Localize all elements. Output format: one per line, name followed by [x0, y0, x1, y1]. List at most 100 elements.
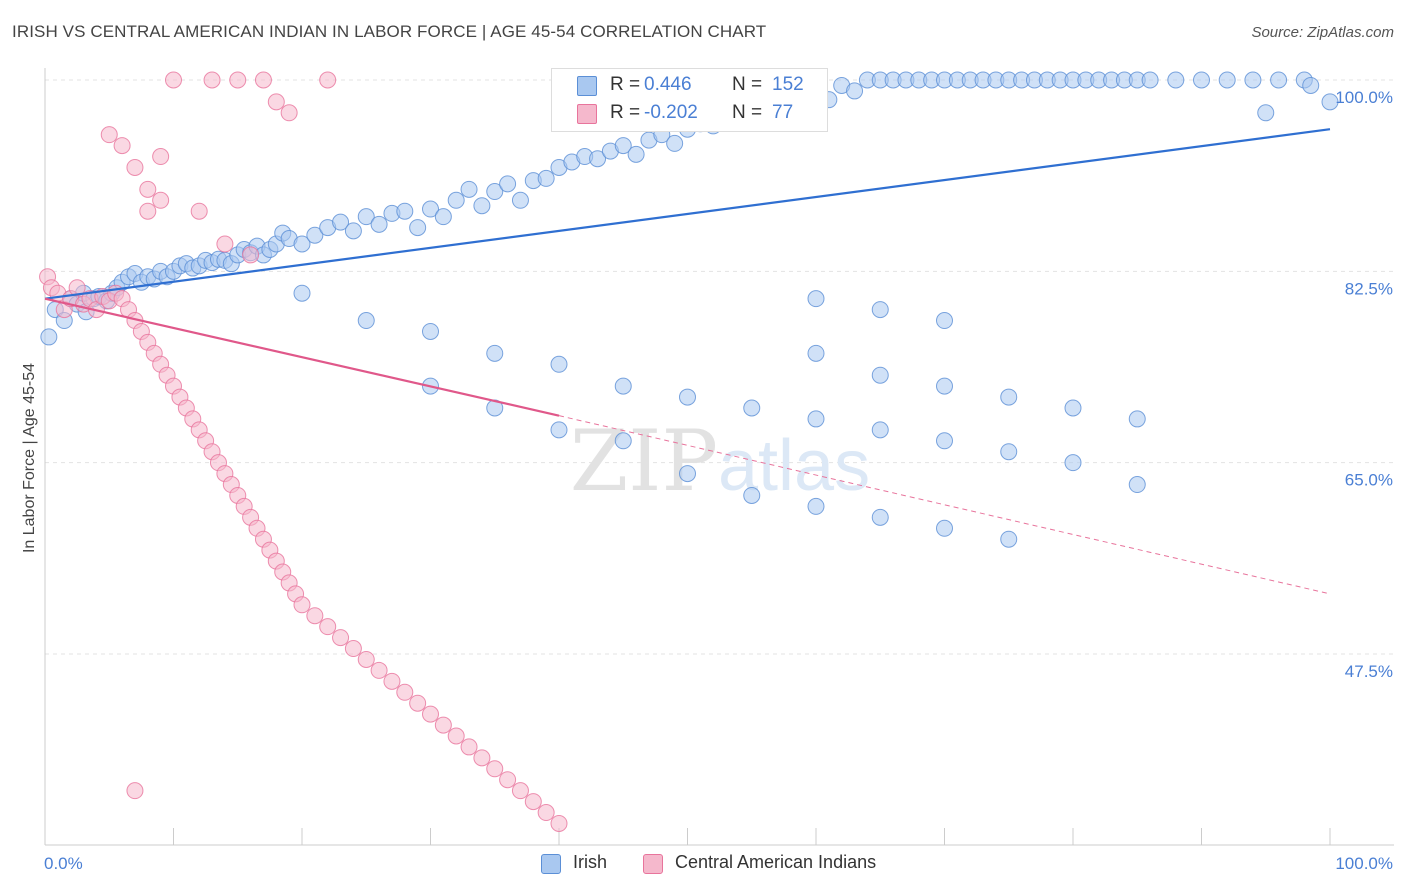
irish-point [537, 169, 555, 187]
central-american-indians-points [39, 71, 568, 832]
central-american-indian-point [254, 71, 272, 89]
central-american-indian-point [152, 191, 170, 209]
chart-title: IRISH VS CENTRAL AMERICAN INDIAN IN LABO… [12, 22, 767, 41]
irish-point [666, 134, 684, 152]
central-american-indian-point [190, 202, 208, 220]
irish-point [743, 486, 761, 504]
irish-point [1128, 410, 1146, 428]
central-american-indian-point [447, 727, 465, 745]
irish-point [332, 213, 350, 231]
irish-point [434, 208, 452, 226]
legend-label-irish: Irish [573, 852, 608, 872]
central-american-indian-point [306, 607, 324, 625]
legend-swatch-irish [541, 854, 561, 874]
central-american-indian-point [499, 771, 517, 789]
irish-point [447, 191, 465, 209]
central-american-indian-point [165, 71, 182, 89]
central-american-indian-point [100, 126, 118, 144]
irish-point [293, 284, 311, 302]
central-american-indian-point [319, 71, 337, 89]
irish-point [422, 200, 439, 218]
irish-point [846, 82, 864, 100]
central-american-indian-point [357, 650, 375, 668]
watermark-atlas: atlas [718, 426, 870, 506]
central-american-indian-point [216, 235, 234, 253]
y-tick-labels: 100.0% 82.5% 65.0% 47.5% [1335, 88, 1393, 681]
irish-point [370, 215, 388, 233]
irish-points [40, 71, 1339, 548]
legend-r-label: R = [610, 102, 641, 123]
central-american-indian-point [319, 618, 337, 636]
irish-point [1064, 454, 1082, 472]
irish-point [486, 183, 504, 201]
y-axis-label: In Labor Force | Age 45-54 [21, 363, 38, 553]
irish-point [679, 388, 696, 406]
irish-point [589, 150, 607, 168]
y-tick-label: 65.0% [1345, 471, 1393, 490]
series-legend: Irish Central American Indians [0, 852, 1406, 878]
irish-point [936, 519, 953, 537]
irish-point [1270, 71, 1288, 89]
legend-r-value: 0.446 [644, 74, 692, 95]
irish-point [486, 344, 504, 362]
watermark-zip: ZIP [570, 412, 718, 510]
irish-point [293, 235, 311, 253]
irish-point [1193, 71, 1210, 89]
legend-n-value: 77 [772, 102, 794, 123]
irish-point [614, 432, 632, 450]
irish-point [1000, 388, 1018, 406]
irish-point [511, 191, 529, 209]
irish-point [679, 465, 696, 483]
irish-point [807, 344, 825, 362]
irish-point [871, 421, 889, 439]
central-american-indian-point [126, 782, 144, 800]
legend-label-central-american-indians: Central American Indians [675, 852, 877, 872]
legend-row-central-american-indians: R = -0.202 N = 77 [552, 100, 827, 128]
irish-point [357, 312, 375, 330]
irish-point [614, 137, 632, 155]
irish-point [357, 208, 375, 226]
central-american-indian-point [344, 640, 362, 658]
x-tick-label: 0.0% [44, 854, 83, 873]
y-tick-label: 47.5% [1345, 662, 1393, 681]
central-american-indian-point [242, 246, 260, 264]
irish-point [1141, 71, 1159, 89]
y-tick-label: 82.5% [1345, 279, 1393, 298]
irish-point [1218, 71, 1236, 89]
irish-point [871, 508, 889, 526]
irish-point [1064, 399, 1082, 417]
irish-point [743, 399, 761, 417]
central-american-indians-trend-line [44, 297, 560, 417]
x-tick-labels: 0.0% 100.0% [44, 854, 1393, 873]
irish-point [1167, 71, 1185, 89]
irish-point [627, 145, 645, 163]
central-american-indian-point [126, 158, 144, 176]
central-american-indian-point [68, 279, 86, 297]
legend-swatch-irish [577, 76, 597, 96]
central-american-indian-point [409, 694, 427, 712]
irish-point [550, 421, 568, 439]
watermark: ZIPatlas [570, 412, 870, 510]
central-american-indian-point [473, 749, 491, 767]
irish-point [871, 301, 889, 319]
irish-point [871, 366, 889, 384]
irish-point [40, 328, 58, 346]
central-american-indian-point [511, 782, 529, 800]
irish-point [422, 322, 439, 340]
irish-point [1128, 476, 1146, 494]
central-american-indian-point [293, 596, 311, 614]
irish-point [409, 219, 427, 237]
central-american-indian-point [486, 760, 504, 778]
irish-point [807, 497, 825, 515]
central-american-indian-point [434, 716, 452, 734]
irish-point [807, 410, 825, 428]
central-american-indian-point [152, 148, 170, 166]
central-american-indian-point [422, 705, 439, 723]
irish-point [396, 202, 414, 220]
central-american-indians-trend-extension [558, 415, 1331, 595]
central-american-indian-point [332, 629, 350, 647]
irish-point [306, 226, 324, 244]
irish-point [460, 180, 478, 198]
central-american-indian-point [383, 672, 401, 690]
